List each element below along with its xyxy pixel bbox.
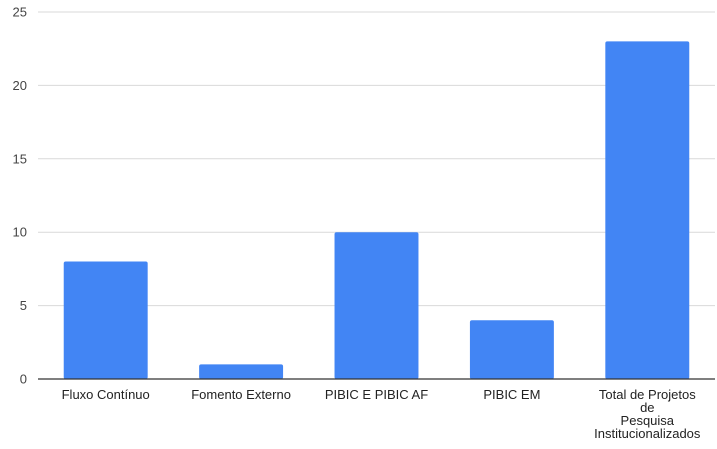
x-axis-category-labels: Fluxo Contínuo Fomento Externo PIBIC E PIB… [62,387,701,441]
x-category-label-line: Pesquisa [621,413,675,428]
x-category-label-line: PIBIC EM [483,387,540,402]
x-category-label: Total de Projetos de Pesquisa Institucional… [594,387,701,441]
bar [63,261,148,379]
x-category-label: PIBIC EM [483,387,540,402]
x-category-label-line: de [640,400,654,415]
y-axis-tick-labels: 0 5 10 15 20 25 [13,5,27,387]
bar [469,320,554,379]
y-tick-label: 20 [13,78,27,93]
x-category-label-line: Fomento Externo [191,387,291,402]
x-category-label: Fomento Externo [191,387,291,402]
x-category-label-line: Fluxo Contínuo [62,387,150,402]
bars [63,41,690,380]
gridlines [38,11,715,307]
y-tick-label: 25 [13,5,27,20]
bar [605,41,690,380]
y-tick-label: 5 [20,298,27,313]
y-tick-label: 0 [20,372,27,387]
y-tick-label: 15 [13,151,27,166]
x-category-label-line: PIBIC E PIBIC AF [325,387,428,402]
x-category-label-line: Institucionalizados [594,426,701,441]
y-tick-label: 10 [13,225,27,240]
x-category-label: Fluxo Contínuo [62,387,150,402]
bar [334,232,419,379]
x-category-label-line: Total de Projetos [599,387,696,402]
x-category-label: PIBIC E PIBIC AF [325,387,428,402]
bar [199,364,284,379]
